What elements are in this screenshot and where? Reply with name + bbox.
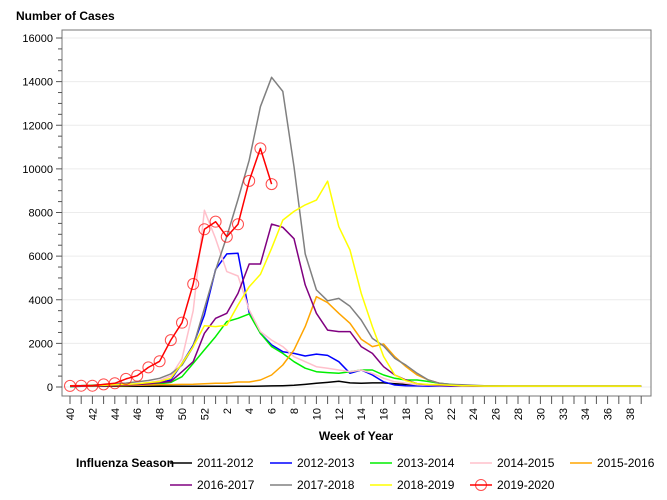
x-tick-label: 34 xyxy=(580,408,592,420)
x-tick-label: 44 xyxy=(110,408,122,420)
data-point-2019-2020 xyxy=(131,369,144,382)
x-tick-label: 16 xyxy=(379,408,391,420)
x-tick-label: 28 xyxy=(513,408,525,420)
gridlines xyxy=(62,37,651,388)
series-line-2015-2016 xyxy=(69,295,642,388)
y-tick-label: 10000 xyxy=(22,164,53,176)
chart-title: Number of Cases xyxy=(16,9,115,23)
data-point-2019-2020 xyxy=(187,278,200,291)
x-tick-label: 18 xyxy=(401,408,413,420)
legend: Influenza Season 2011-2012 2012-2013 2013-… xyxy=(76,456,655,492)
y-tick-label: 4000 xyxy=(29,295,53,307)
x-tick-label: 30 xyxy=(535,408,547,420)
data-point-2019-2020 xyxy=(198,223,211,236)
y-axis: 0 2000 4000 6000 8000 10000 12000 14000 16000 xyxy=(22,33,62,394)
y-tick-label: 16000 xyxy=(22,33,53,45)
data-point-2019-2020 xyxy=(220,230,233,243)
data-point-2019-2020 xyxy=(142,361,155,374)
legend-label: 2012-2013 xyxy=(297,456,355,470)
data-point-2019-2020 xyxy=(176,316,188,329)
legend-title: Influenza Season xyxy=(76,456,174,470)
y-tick-label: 8000 xyxy=(29,208,53,220)
x-tick-label: 40 xyxy=(65,408,77,420)
x-tick-label: 14 xyxy=(356,408,368,420)
series-lines xyxy=(64,76,642,392)
y-tick-label: 2000 xyxy=(29,338,53,350)
legend-label: 2014-2015 xyxy=(497,456,555,470)
x-tick-label: 24 xyxy=(468,408,480,420)
x-tick-label: 8 xyxy=(289,408,301,414)
data-point-2019-2020 xyxy=(254,142,267,155)
legend-label: 2015-2016 xyxy=(597,456,655,470)
x-tick-label: 38 xyxy=(625,408,637,420)
x-tick-label: 42 xyxy=(87,408,99,420)
x-axis: 40 42 44 46 48 50 52 2 4 6 8 10 12 14 16 18 20 22 24 26 28 30… xyxy=(65,396,642,420)
data-point-2019-2020 xyxy=(209,215,222,228)
data-point-2019-2020 xyxy=(232,218,244,231)
x-tick-label: 2 xyxy=(222,408,234,414)
legend-label: 2011-2012 xyxy=(197,456,254,470)
data-point-2019-2020 xyxy=(265,178,278,191)
x-tick-label: 22 xyxy=(446,408,458,420)
x-tick-label: 46 xyxy=(132,408,144,420)
x-tick-label: 12 xyxy=(334,408,346,420)
series-line-2019-2020 xyxy=(69,147,273,387)
series-line-2013-2014 xyxy=(69,313,642,388)
x-tick-label: 4 xyxy=(244,408,256,414)
y-tick-label: 0 xyxy=(47,382,53,394)
y-tick-label: 6000 xyxy=(29,251,53,263)
x-tick-label: 20 xyxy=(423,408,435,420)
x-axis-label: Week of Year xyxy=(319,429,394,443)
x-tick-label: 48 xyxy=(155,408,167,420)
legend-label: 2016-2017 xyxy=(197,478,255,492)
legend-label: 2018-2019 xyxy=(397,478,455,492)
legend-label: 2013-2014 xyxy=(397,456,455,470)
legend-label: 2017-2018 xyxy=(297,478,355,492)
x-tick-label: 33 xyxy=(558,408,570,420)
x-tick-label: 6 xyxy=(267,408,279,414)
series-line-2018-2019 xyxy=(69,180,642,387)
y-tick-label: 14000 xyxy=(22,77,53,89)
series-line-2016-2017 xyxy=(69,223,642,388)
data-point-2019-2020 xyxy=(120,372,132,385)
data-point-2019-2020 xyxy=(153,355,166,368)
data-point-2019-2020 xyxy=(108,377,121,390)
x-tick-label: 50 xyxy=(177,408,189,420)
x-tick-label: 26 xyxy=(491,408,503,420)
x-tick-label: 52 xyxy=(199,408,211,420)
legend-marker-icon xyxy=(475,479,487,491)
data-point-2019-2020 xyxy=(164,334,177,347)
legend-label: 2019-2020 xyxy=(497,478,555,492)
y-tick-label: 12000 xyxy=(22,120,53,132)
data-point-2019-2020 xyxy=(243,174,256,187)
x-tick-label: 10 xyxy=(311,408,323,420)
series-line-2014-2015 xyxy=(69,209,642,388)
x-tick-label: 36 xyxy=(603,408,615,420)
